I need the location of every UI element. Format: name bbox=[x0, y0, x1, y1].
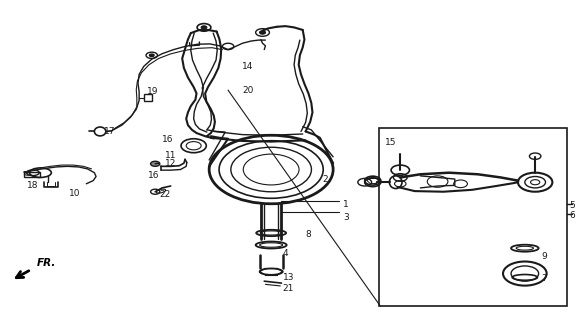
Circle shape bbox=[151, 161, 160, 166]
Text: 3: 3 bbox=[343, 212, 349, 222]
Text: 15: 15 bbox=[385, 138, 397, 147]
Bar bbox=[379, 128, 567, 306]
Text: 6: 6 bbox=[569, 211, 575, 220]
Bar bbox=[24, 172, 40, 178]
Text: 18: 18 bbox=[27, 181, 38, 190]
Text: 14: 14 bbox=[242, 62, 254, 71]
Text: 9: 9 bbox=[541, 252, 547, 261]
Text: 16: 16 bbox=[148, 172, 160, 180]
Circle shape bbox=[150, 54, 154, 57]
Circle shape bbox=[260, 31, 265, 34]
Text: 2: 2 bbox=[323, 174, 328, 184]
Text: 16: 16 bbox=[162, 135, 173, 144]
Text: 5: 5 bbox=[569, 202, 575, 211]
Text: 22: 22 bbox=[159, 190, 171, 199]
Text: 17: 17 bbox=[103, 127, 115, 136]
Text: 11: 11 bbox=[165, 151, 176, 160]
Text: FR.: FR. bbox=[37, 258, 56, 268]
Circle shape bbox=[201, 26, 207, 29]
Text: 21: 21 bbox=[283, 284, 294, 293]
Text: 7: 7 bbox=[541, 275, 547, 284]
Text: 4: 4 bbox=[283, 249, 288, 258]
Text: 12: 12 bbox=[165, 159, 176, 168]
Text: 20: 20 bbox=[242, 86, 254, 95]
Text: 19: 19 bbox=[147, 87, 158, 96]
Text: 8: 8 bbox=[306, 230, 312, 239]
Text: 1: 1 bbox=[343, 200, 349, 209]
Text: 10: 10 bbox=[69, 189, 80, 198]
Text: 13: 13 bbox=[283, 273, 294, 282]
Bar bbox=[144, 94, 152, 101]
